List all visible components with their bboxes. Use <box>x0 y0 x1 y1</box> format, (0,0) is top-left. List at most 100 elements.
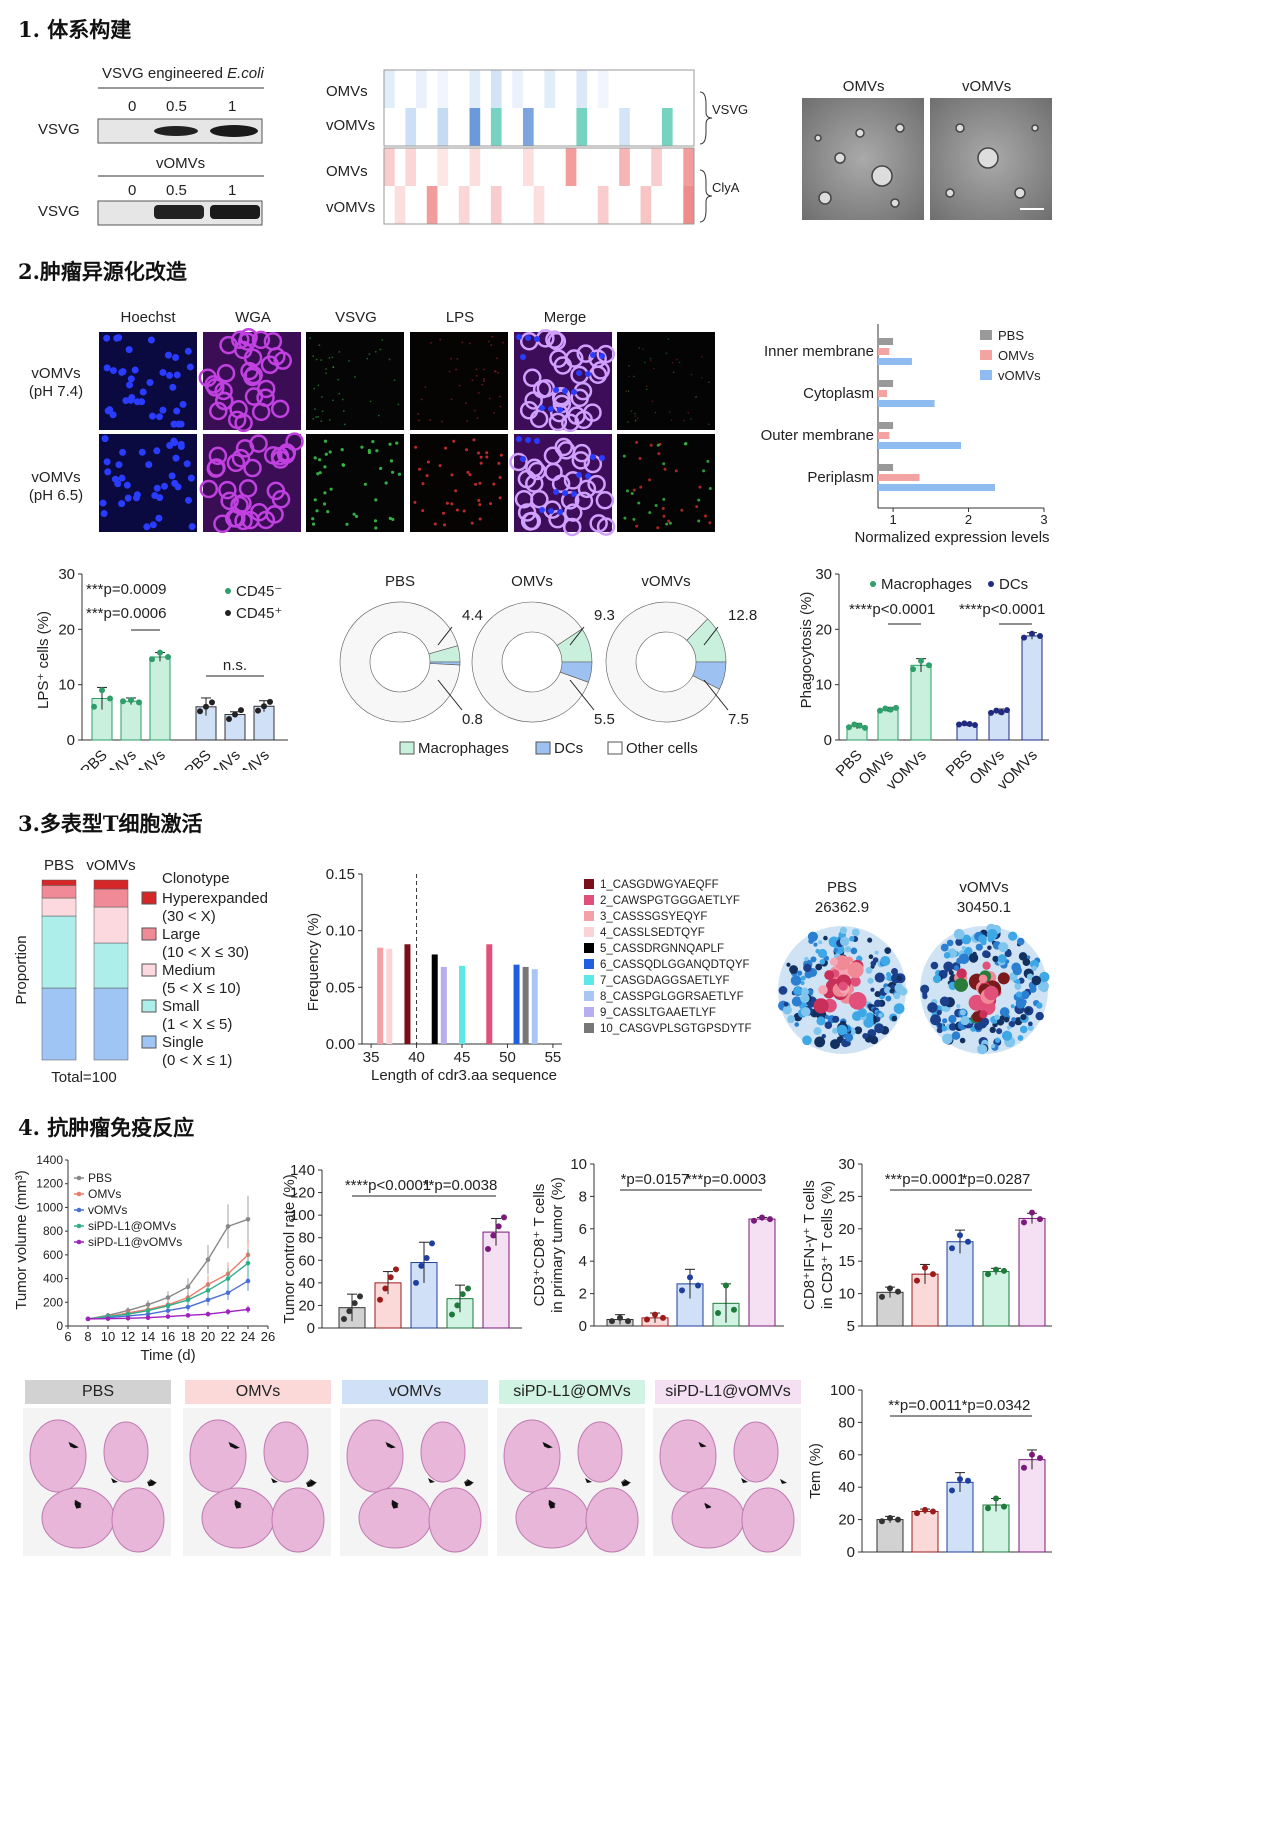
stat-label: n.s. <box>223 657 247 674</box>
ytick-label: 0 <box>579 1318 587 1335</box>
clone-bubble-plots: PBS 26362.9 vOMVs 30450.1 <box>778 879 1050 1055</box>
ytick-label: 10 <box>570 1156 587 1173</box>
stack-segment <box>41 879 77 886</box>
svg-text:(pH 6.5): (pH 6.5) <box>29 487 83 504</box>
data-point <box>759 1214 765 1221</box>
metastasis-arrow <box>428 1478 435 1483</box>
tumor-point <box>145 1302 151 1307</box>
clone-name: 4_CASSLSEDTQYF <box>600 927 705 939</box>
clonotype-range: (1 < X ≤ 5) <box>162 1016 232 1033</box>
tumor-point <box>85 1316 91 1322</box>
heat-cell <box>640 186 652 224</box>
svg-text:OMVs: OMVs <box>326 163 368 180</box>
donut-slice <box>339 601 461 723</box>
donut-dc-value: 0.8 <box>462 711 483 728</box>
lps-stat2: ***p=0.0006 <box>86 605 167 622</box>
data-point <box>1037 632 1043 639</box>
ytick-label: 25 <box>838 1188 855 1205</box>
ytick-label: 0.15 <box>326 866 355 883</box>
ytick-label: 80 <box>298 1230 315 1247</box>
heat-cell <box>576 70 588 108</box>
metastasis-arrow <box>388 1443 396 1449</box>
svg-text:vOMVs: vOMVs <box>326 199 375 216</box>
metastasis-arrow <box>463 1481 471 1487</box>
ytick-label: 20 <box>838 1221 855 1238</box>
cdr3-bar <box>531 969 538 1044</box>
memb-bar <box>878 432 890 439</box>
clone-swatch <box>584 895 594 905</box>
data-point <box>1021 1464 1027 1471</box>
data-point <box>687 1274 693 1281</box>
bar <box>946 1481 974 1553</box>
ytick-label: 60 <box>298 1252 315 1269</box>
tumor-point <box>185 1304 191 1310</box>
heat-cell <box>405 108 417 146</box>
clone-swatch <box>584 911 594 921</box>
clone-name: 6_CASSQDLGGANQDTQYF <box>600 959 750 971</box>
stack-segment <box>41 915 77 989</box>
heat-cell <box>384 70 395 108</box>
clone-swatch <box>584 879 594 889</box>
ytick-label: 60 <box>838 1447 855 1464</box>
memb-bar <box>878 358 912 365</box>
metastasis-arrow <box>704 1502 712 1508</box>
data-point <box>961 720 968 727</box>
data-point <box>341 1315 347 1322</box>
lung-lobe <box>263 1421 309 1483</box>
lung-lobe <box>659 1419 717 1493</box>
donut-title: OMVs <box>511 573 553 590</box>
lung-lobe <box>189 1419 247 1493</box>
data-point <box>1029 1209 1035 1216</box>
data-point <box>985 1271 991 1278</box>
heat-cell <box>469 70 481 108</box>
data-point <box>751 1217 757 1224</box>
data-point <box>346 1308 353 1315</box>
donut-title: PBS <box>385 573 415 590</box>
clone-swatch <box>584 1023 594 1033</box>
data-point <box>490 1232 497 1239</box>
lung-lobe <box>733 1421 779 1483</box>
tumor-legend-label: vOMVs <box>88 1203 127 1217</box>
data-point <box>957 1476 963 1483</box>
lung-lobe <box>201 1487 275 1549</box>
memb-bar <box>878 464 894 471</box>
ytick-label: 1400 <box>36 1153 63 1167</box>
data-point <box>972 722 978 729</box>
heat-cell <box>469 108 481 146</box>
confocal-tile <box>410 332 508 430</box>
donut-dc-value: 5.5 <box>594 711 615 728</box>
lung-lobe <box>428 1487 482 1553</box>
clone-name: 9_CASSLTGAAETLYF <box>600 1007 716 1019</box>
data-point <box>501 1214 507 1221</box>
data-point <box>895 1288 901 1295</box>
lung-label-sipdl1-vomvs: siPD-L1@vOMVs <box>655 1380 801 1404</box>
metastasis-arrow <box>305 1482 313 1488</box>
lps-bar-chart: 0 10 20 30 LPS⁺ cells (%) ***p=0.0009 ***p=0.0… <box>35 566 288 770</box>
data-point <box>625 1318 631 1325</box>
stack-group-label: PBS <box>44 857 74 874</box>
clone-swatch <box>584 943 594 953</box>
ytick-label: 40 <box>838 1479 855 1496</box>
clonotype-range: (10 < X ≤ 30) <box>162 944 249 961</box>
heat-cell <box>437 70 449 108</box>
dose-0-5: 0.5 <box>166 98 187 115</box>
ytick-label: 8 <box>579 1188 587 1205</box>
data-point <box>652 1311 658 1318</box>
memb-bar <box>878 390 888 397</box>
stack-segment <box>41 897 77 917</box>
lung-label-omvs: OMVs <box>185 1380 331 1404</box>
svg-text:vOMVs: vOMVs <box>31 365 80 382</box>
memb-category: Inner membrane <box>764 343 874 360</box>
donut-mac-value: 4.4 <box>462 607 483 624</box>
bar <box>876 1519 904 1553</box>
heat-cell <box>544 70 556 108</box>
memb-bar <box>878 484 995 491</box>
heat-cell <box>490 186 502 224</box>
data-point <box>1021 1219 1027 1226</box>
axis-label: Phagocytosis (%) <box>798 592 815 709</box>
svg-text:VSVG: VSVG <box>712 102 748 117</box>
lps-stat1: ***p=0.0009 <box>86 581 167 598</box>
data-point <box>459 1291 466 1298</box>
svg-text:vOMVs: vOMVs <box>326 117 375 134</box>
clone-swatch <box>584 959 594 969</box>
